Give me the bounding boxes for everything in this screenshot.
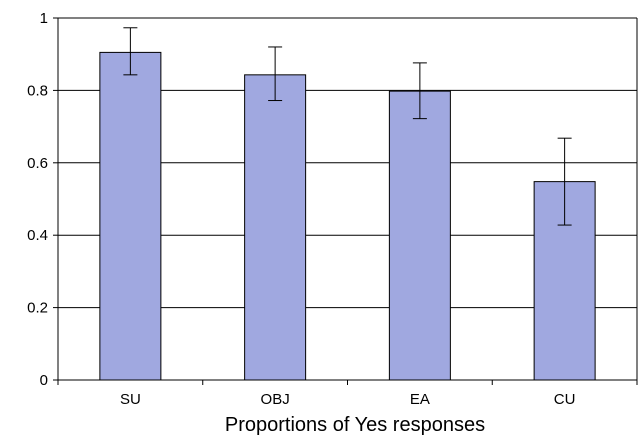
error-bars (123, 27, 572, 226)
x-tick-label-ea: EA (410, 391, 430, 408)
x-tick-label-obj: OBJ (261, 391, 290, 408)
y-tick-label: 0 (40, 372, 48, 389)
error-bar-su (123, 27, 138, 76)
error-bar-ea (412, 62, 427, 120)
x-tick-label-su: SU (120, 391, 141, 408)
tick-labels: 0 0.2 0.4 0.6 0.8 1 SU OBJ EA CU (27, 10, 575, 408)
y-tick-label: 0.4 (27, 227, 48, 244)
bar-su (99, 51, 162, 381)
y-tick-label: 1 (40, 10, 48, 27)
y-tick-label: 0.6 (27, 155, 48, 172)
y-tick-label: 0.2 (27, 300, 48, 317)
bar-obj (244, 74, 307, 381)
error-bar-obj (268, 46, 283, 102)
x-tick-label-cu: CU (554, 391, 576, 408)
error-bar-cu (557, 137, 572, 226)
x-axis-title: Proportions of Yes responses (225, 414, 485, 436)
bar-ea (388, 90, 451, 381)
y-tick-label: 0.8 (27, 82, 48, 99)
axes (53, 17, 638, 385)
bars (99, 51, 596, 381)
